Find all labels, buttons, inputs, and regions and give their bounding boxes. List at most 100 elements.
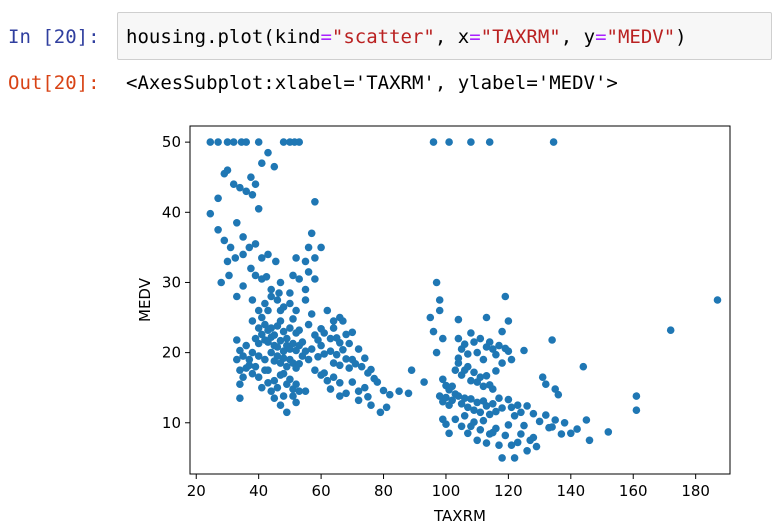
data-point [404,389,413,398]
data-point [336,379,344,387]
data-point [464,362,472,371]
data-point [395,387,403,396]
data-point [245,243,254,252]
data-point [510,454,519,462]
data-point [336,339,344,347]
data-point [354,387,363,396]
data-point [311,198,319,206]
data-point [295,360,304,368]
code-operator: = [469,26,481,48]
data-point [492,424,500,433]
data-point [501,431,510,440]
data-point [435,306,444,315]
data-point [523,402,531,410]
data-point [223,138,232,146]
data-point [307,310,316,318]
data-point [445,429,453,438]
data-point [523,447,531,455]
data-point [273,343,282,351]
data-point [504,395,513,404]
data-point [304,243,313,252]
data-point [382,403,391,412]
data-point [279,354,288,362]
data-point [513,401,522,410]
data-point [479,416,488,425]
data-point [429,327,438,336]
data-point [470,418,478,426]
input-cell: In [20]: housing.plot(kind="scatter", x=… [0,12,774,62]
data-point [239,233,247,241]
data-point [267,285,276,294]
data-point [361,354,369,362]
data-point [267,348,276,357]
data-point [273,296,282,304]
data-point [214,226,222,234]
data-point [545,423,553,432]
data-point [279,138,288,146]
data-point [214,138,222,146]
data-point [248,348,257,357]
data-point [538,373,547,382]
data-point [326,347,335,355]
data-point [329,373,338,382]
data-point [264,379,272,387]
data-point [254,205,263,213]
x-tick-label: 60 [312,482,331,500]
data-point [482,402,491,410]
data-point [367,365,375,374]
data-point [314,336,322,344]
data-point [239,373,247,382]
data-point [479,382,488,391]
data-point [206,138,215,146]
data-point [542,411,550,419]
data-point [445,138,453,146]
data-point [276,306,285,315]
data-point [264,250,272,259]
data-point [604,428,613,436]
data-point [286,289,294,297]
data-point [476,373,485,382]
data-point [470,338,478,346]
data-point [361,383,369,392]
data-point [464,429,472,438]
data-point [348,378,357,386]
code-editor[interactable]: housing.plot(kind="scatter", x="TAXRM", … [117,12,772,60]
data-point [632,406,641,415]
data-point [479,355,488,364]
data-point [492,350,500,359]
output-cell: Out[20]: <AxesSubplot:xlabel='TAXRM', yl… [0,70,774,110]
data-point [270,376,279,385]
data-point [295,275,304,283]
data-point [258,383,266,392]
data-point [432,278,441,287]
input-prompt: In [20]: [8,26,100,48]
data-point [470,368,478,377]
data-point [254,373,263,382]
data-point [279,392,288,400]
data-point [457,400,466,408]
data-point [286,375,294,384]
data-point [270,162,279,171]
data-point [229,180,238,188]
scatter-chart: 20 40 60 80 100 120 140 160 180 10 20 30 40 50 TAXRM ME… [136,125,731,525]
data-point [323,376,332,385]
data-point [357,362,366,371]
data-point [247,264,255,273]
data-point [267,387,276,396]
data-point [439,334,447,343]
data-point [245,361,254,370]
data-point [251,240,260,248]
data-point [276,401,285,410]
data-point [354,396,363,405]
data-point [473,398,482,407]
data-point [489,345,497,353]
x-tick-label: 80 [374,482,393,500]
data-point [448,382,457,391]
code-line[interactable]: housing.plot(kind="scatter", x="TAXRM", … [126,26,687,48]
data-point [482,372,491,380]
data-point [242,138,250,146]
data-point [510,412,519,420]
data-point [323,306,332,315]
data-point [236,380,244,389]
y-tick-label: 30 [162,273,181,291]
